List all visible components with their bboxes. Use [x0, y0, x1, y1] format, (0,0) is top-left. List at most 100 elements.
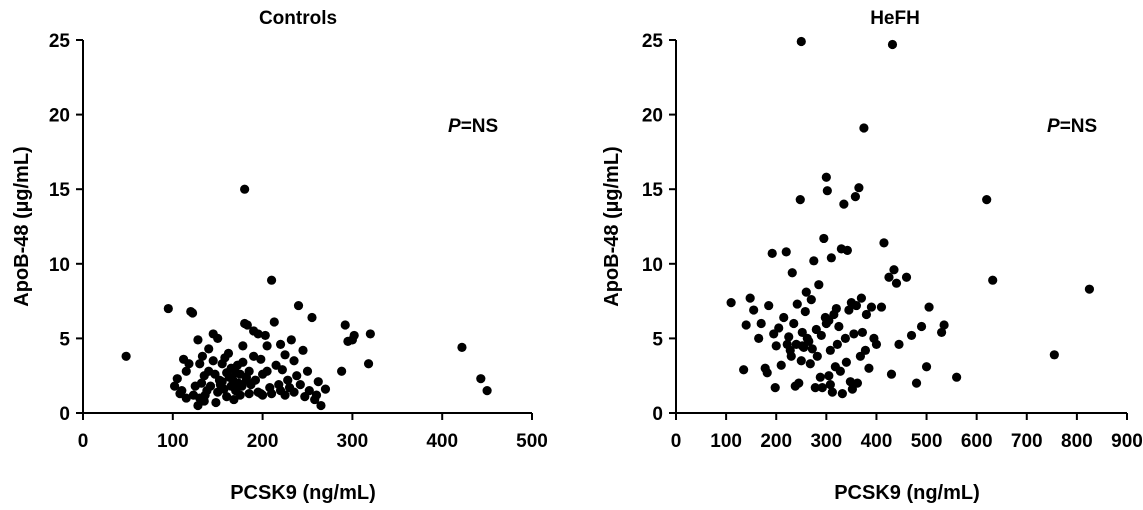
data-point [810, 383, 820, 393]
data-point [240, 184, 250, 194]
data-point [298, 345, 308, 355]
data-point [797, 341, 807, 351]
data-point [266, 275, 277, 285]
x-tick-label: 300 [337, 431, 369, 452]
data-point [852, 378, 863, 388]
y-axis-label: ApoB-48 (µg/mL) [601, 146, 623, 306]
x-tick-label: 600 [961, 431, 993, 452]
data-point [824, 371, 834, 381]
data-point [805, 359, 815, 369]
data-point [293, 300, 304, 311]
data-point [337, 366, 347, 376]
x-tick-label: 500 [516, 431, 548, 452]
data-point [250, 375, 261, 385]
data-point [866, 302, 877, 312]
p-value-text: =NS [1060, 116, 1098, 137]
data-point [311, 390, 322, 400]
data-point [792, 299, 802, 309]
data-point [457, 342, 467, 352]
data-point [262, 341, 272, 351]
data-point [181, 366, 191, 376]
data-point [786, 351, 796, 361]
y-tick-label: 10 [49, 255, 70, 276]
y-tick-label: 0 [59, 404, 70, 425]
y-tick-label: 0 [652, 404, 663, 425]
data-point [821, 318, 831, 329]
chart-title: HeFH [870, 8, 920, 29]
x-tick-label: 400 [426, 431, 458, 452]
data-point [253, 329, 263, 339]
data-point [988, 275, 998, 285]
data-point [860, 345, 871, 355]
data-point [163, 303, 173, 314]
data-point [292, 371, 302, 381]
data-point [832, 339, 842, 349]
data-point [169, 381, 180, 391]
data-point [283, 375, 293, 385]
data-point [295, 380, 305, 390]
data-point [842, 245, 852, 255]
data-point [784, 332, 794, 342]
data-point [887, 39, 898, 50]
data-point [219, 384, 229, 394]
chart-title: Controls [259, 8, 337, 29]
data-point [256, 354, 266, 364]
data-point [1084, 284, 1095, 294]
data-point [197, 351, 208, 361]
data-point [936, 327, 947, 338]
data-point [884, 272, 894, 282]
data-point [204, 344, 214, 354]
x-tick-label: 500 [911, 431, 943, 452]
data-point [795, 195, 805, 205]
data-point [222, 391, 232, 402]
data-point [277, 365, 287, 375]
x-axis-label: PCSK9 (ng/mL) [230, 482, 376, 504]
data-point [313, 377, 323, 387]
data-point [856, 293, 867, 303]
data-point [851, 300, 862, 311]
y-tick-label: 5 [59, 329, 70, 350]
data-point [924, 302, 934, 312]
data-point [876, 302, 887, 312]
data-point [787, 268, 797, 278]
data-point [861, 309, 872, 320]
data-point [289, 387, 299, 397]
data-point [815, 372, 825, 382]
data-point [349, 330, 359, 341]
data-point [817, 383, 827, 393]
data-point [181, 393, 191, 403]
data-point [916, 321, 927, 332]
data-point [256, 389, 266, 399]
data-point [242, 320, 252, 330]
data-point [304, 386, 314, 396]
p-value-annotation: P=NS [448, 116, 498, 137]
data-point [754, 333, 764, 343]
data-point [789, 318, 799, 329]
data-point [825, 380, 835, 390]
data-point [208, 356, 218, 366]
x-tick-label: 900 [1111, 431, 1143, 452]
data-point [244, 366, 254, 376]
data-point [825, 345, 835, 355]
data-point [809, 256, 819, 266]
p-value-annotation: P=NS [1047, 116, 1097, 137]
data-points [726, 36, 1095, 399]
data-point [827, 387, 837, 397]
data-point [187, 308, 198, 318]
data-point [841, 357, 851, 367]
data-point [260, 330, 270, 341]
data-point [745, 293, 755, 303]
data-point [482, 386, 492, 396]
data-point [849, 329, 859, 339]
data-point [816, 330, 826, 341]
data-point [307, 312, 317, 323]
x-tick-label: 200 [247, 431, 279, 452]
data-point [796, 356, 806, 366]
y-axis-label: ApoB-48 (µg/mL) [11, 146, 33, 306]
data-point [289, 356, 299, 366]
data-point [781, 247, 791, 257]
data-point [476, 374, 486, 384]
data-point [249, 351, 259, 361]
data-point [871, 339, 882, 349]
x-tick-label: 100 [157, 431, 189, 452]
